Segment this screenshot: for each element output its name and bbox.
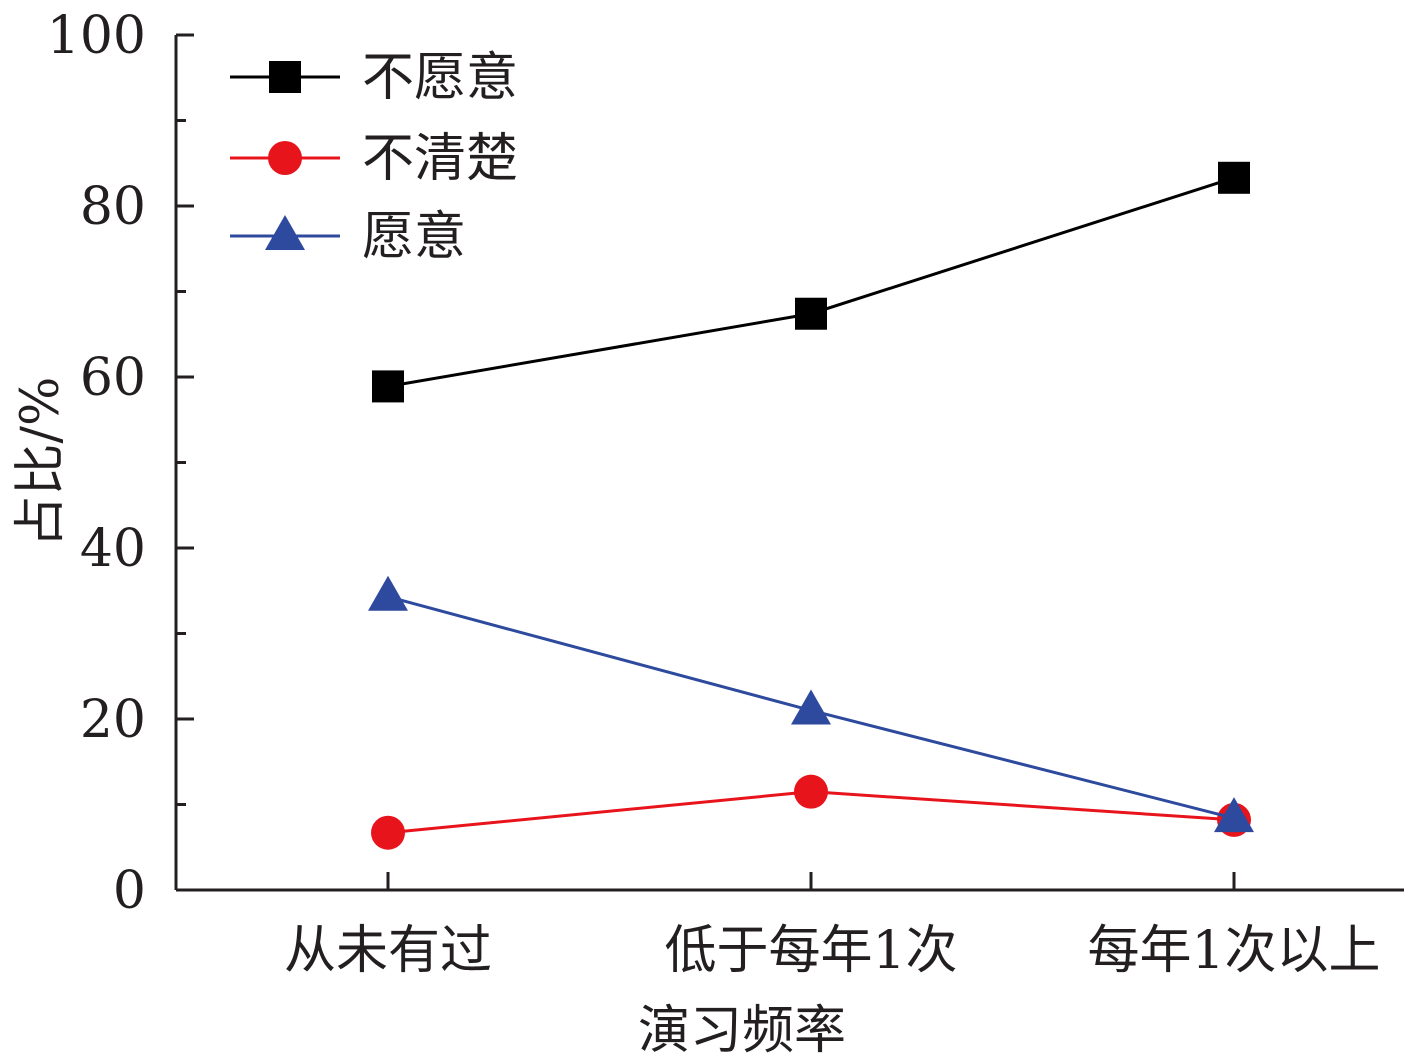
data-point-triangle <box>368 575 408 611</box>
data-point-square <box>1218 161 1250 194</box>
y-tick-label: 100 <box>47 6 146 66</box>
series-2 <box>371 774 1251 850</box>
axes: 0 20 40 60 80 100 从未有过 低于每年1次 每年1次以上 <box>47 6 1404 981</box>
y-tick-label: 20 <box>80 690 146 750</box>
data-point-triangle <box>1214 797 1254 833</box>
data-point-circle <box>794 774 828 809</box>
series-3 <box>368 575 1254 833</box>
legend-label: 愿意 <box>362 207 466 267</box>
data-point-triangle <box>791 689 831 725</box>
data-point-triangle <box>265 215 305 250</box>
legend-item: 不愿意 <box>230 48 518 108</box>
data-point-square <box>372 370 404 403</box>
data-point-circle <box>268 141 302 175</box>
x-tick-label: 每年1次以上 <box>1087 921 1380 981</box>
series-layer <box>368 161 1254 850</box>
x-tick-label: 低于每年1次 <box>664 921 957 981</box>
data-point-square <box>795 297 827 330</box>
x-tick-label: 从未有过 <box>284 921 492 981</box>
series-1 <box>372 161 1250 403</box>
data-point-square <box>269 61 301 93</box>
series-line <box>387 176 1235 388</box>
y-tick-label: 0 <box>113 861 146 921</box>
legend-label: 不愿意 <box>362 48 518 108</box>
legend-item: 不清楚 <box>230 129 518 189</box>
y-tick-label: 60 <box>80 348 146 408</box>
y-axis-title: 占比/% <box>11 377 71 548</box>
legend-item: 愿意 <box>230 207 466 267</box>
y-tick-label: 80 <box>80 177 146 237</box>
data-point-circle <box>371 815 405 850</box>
x-axis-title: 演习频率 <box>638 1001 846 1060</box>
legend-label: 不清楚 <box>362 129 518 189</box>
y-tick-label: 40 <box>80 519 146 579</box>
